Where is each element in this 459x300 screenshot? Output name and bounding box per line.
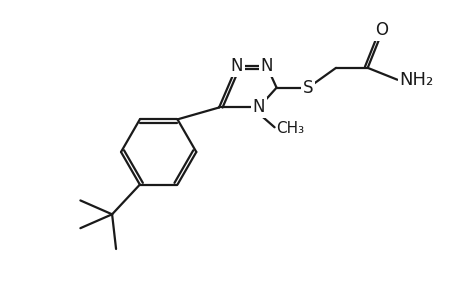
Text: CH₃: CH₃ <box>276 121 304 136</box>
Text: O: O <box>374 21 387 39</box>
Text: N: N <box>230 57 243 75</box>
Text: NH₂: NH₂ <box>398 71 433 89</box>
Text: S: S <box>302 79 313 97</box>
Text: N: N <box>260 57 272 75</box>
Text: N: N <box>252 98 264 116</box>
